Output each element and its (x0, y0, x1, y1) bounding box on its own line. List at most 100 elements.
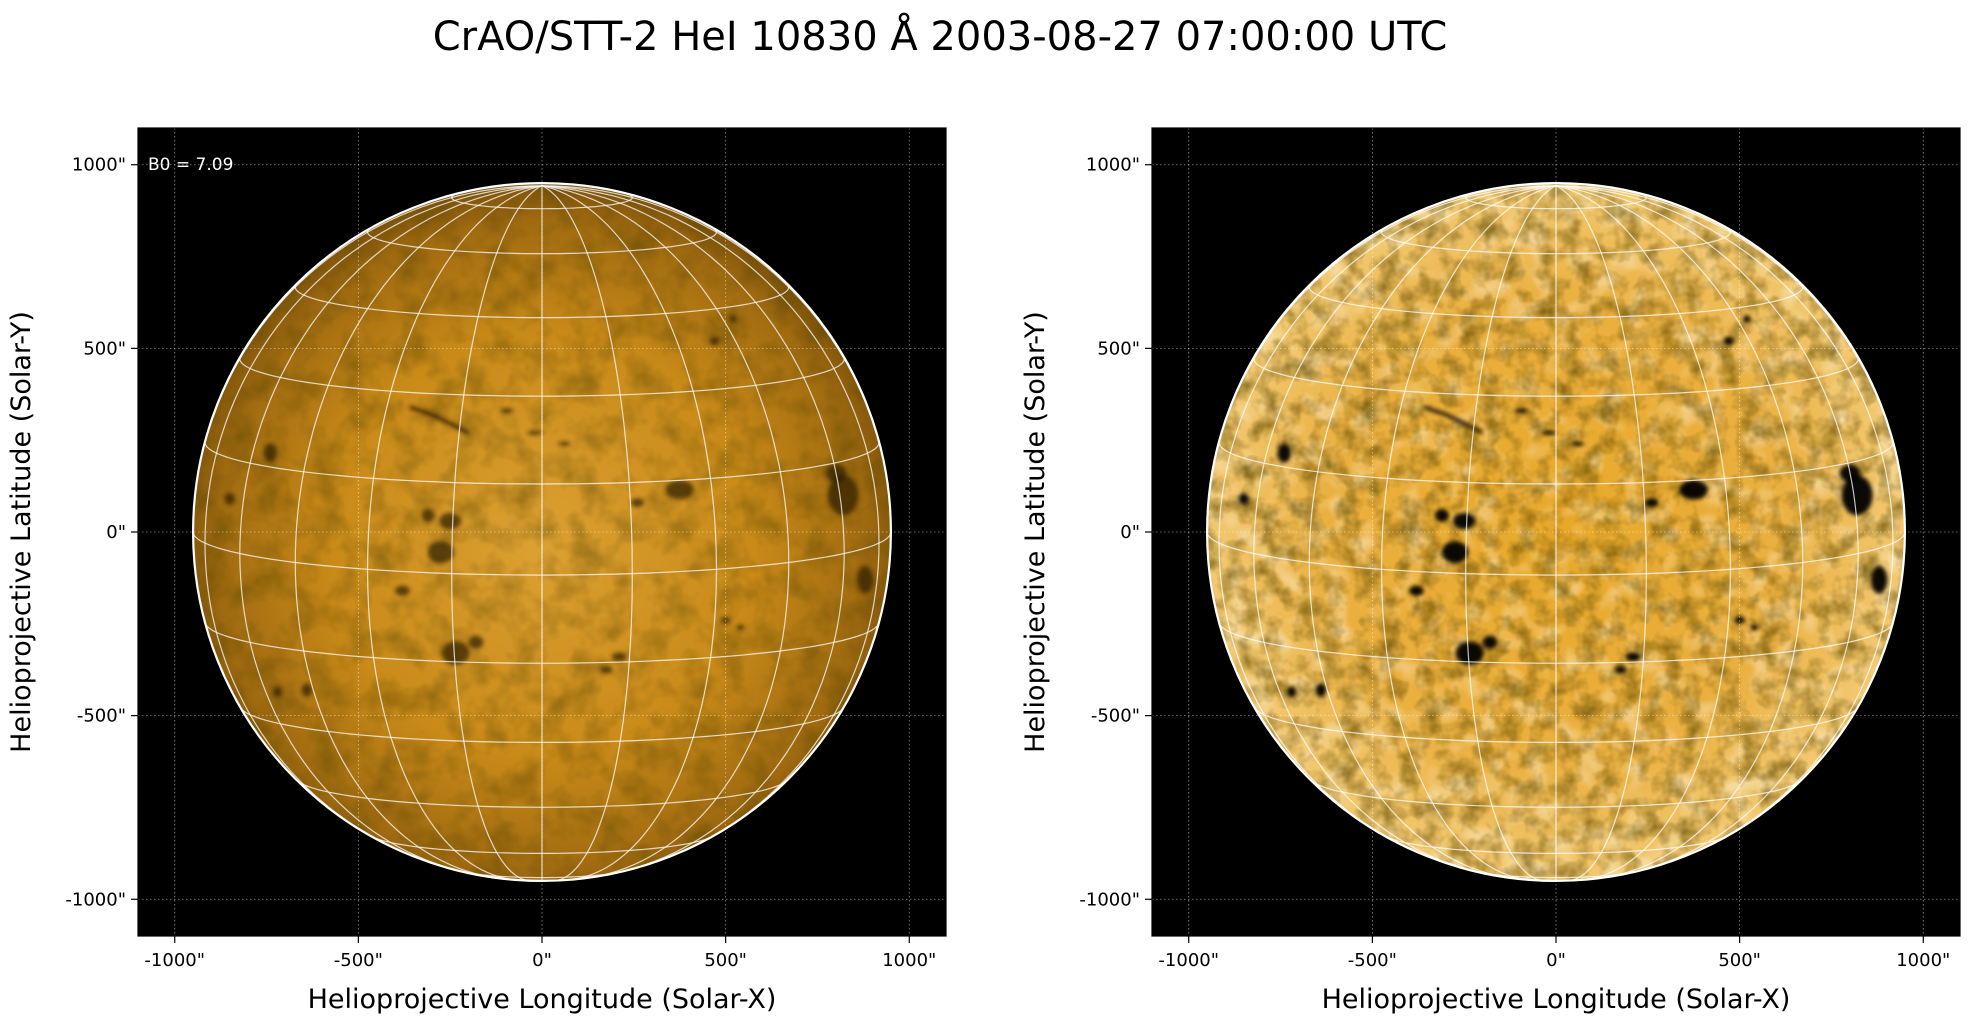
dark-feature (301, 683, 313, 697)
dark-feature (1541, 430, 1556, 436)
dark-feature (500, 408, 514, 414)
y-tick-label: 500" (1097, 338, 1140, 359)
grid-meridian (1308, 185, 1557, 879)
dark-feature (224, 493, 235, 505)
dark-feature (1287, 686, 1296, 697)
grid-parallel (463, 871, 621, 879)
dark-feature (1441, 541, 1469, 564)
dark-feature (441, 641, 470, 665)
dark-feature (1572, 441, 1584, 447)
dark-feature (709, 336, 720, 346)
x-axis-label: Helioprojective Longitude (Solar-X) (1322, 984, 1791, 1015)
dark-feature (1644, 498, 1659, 508)
dark-feature (1679, 480, 1708, 500)
grid-meridian (541, 185, 718, 881)
grid-parallel (204, 623, 880, 664)
x-tick-label: -1000" (144, 950, 205, 971)
dark-feature (558, 441, 570, 447)
dark-feature (1315, 683, 1327, 697)
dark-feature (527, 430, 542, 436)
x-tick-label: 1000" (1896, 950, 1950, 971)
dark-feature (273, 686, 282, 697)
dark-feature (1625, 652, 1641, 662)
dark-feature (1455, 641, 1484, 665)
panel-enhanced: -1000" -500" 0" 500" 1000" 1000" 500" 0" -500" -1… (1020, 127, 1961, 1015)
grid-parallel (1218, 623, 1894, 664)
grid-meridian (541, 185, 790, 879)
x-tick-label: 500" (704, 950, 747, 971)
grid-parallel (294, 283, 790, 319)
x-tick-label: -500" (334, 950, 383, 971)
y-tick-label: -1000" (65, 889, 126, 910)
filament (409, 405, 470, 435)
dark-feature (1277, 443, 1291, 463)
b0-annotation: B0 = 7.09 (148, 155, 233, 175)
y-tick-label: 1000" (72, 155, 126, 176)
grid-parallel (1255, 708, 1857, 743)
filament (1423, 405, 1484, 435)
y-tick-label: 500" (83, 338, 126, 359)
coordinate-gridlines (138, 128, 946, 936)
grid-meridian (1218, 185, 1557, 858)
y-axis-label: Helioprojective Latitude (Solar-Y) (1020, 311, 1051, 753)
dark-feature (729, 315, 737, 323)
grid-meridian (1555, 185, 1732, 881)
panel-original: -1000" -500" 0" 500" 1000" 1000" 500" 0" -500" -1… (6, 127, 947, 1015)
dark-feature (1871, 565, 1888, 594)
dark-feature (263, 443, 277, 463)
heliographic-grid (1207, 185, 1905, 881)
dark-feature (1514, 408, 1528, 414)
grid-meridian (541, 185, 633, 881)
grid-meridian (239, 185, 543, 876)
grid-parallel (241, 708, 843, 743)
y-tick-label: -1000" (1079, 889, 1140, 910)
y-tick-label: -500" (1091, 706, 1140, 727)
dark-feature (1238, 493, 1249, 505)
grid-parallel (1308, 283, 1804, 319)
grid-meridian (1465, 185, 1557, 881)
grid-meridian (366, 185, 543, 881)
y-tick-label: 0" (106, 522, 126, 543)
dark-feature (600, 666, 613, 674)
dark-feature (421, 508, 435, 523)
dark-feature (427, 541, 455, 564)
coordinate-gridlines (1152, 128, 1960, 936)
dark-feature (1453, 512, 1476, 530)
x-tick-label: 0" (1546, 950, 1566, 971)
axis-ticks: -1000" -500" 0" 500" 1000" 1000" 500" 0" -500" -1… (65, 155, 936, 971)
grid-parallel (1207, 531, 1905, 576)
dark-feature (1614, 666, 1627, 674)
dark-feature (1435, 508, 1449, 523)
grid-meridian (1555, 185, 1647, 881)
dark-feature (395, 585, 410, 596)
y-tick-label: 0" (1120, 522, 1140, 543)
dark-feature (611, 652, 627, 662)
x-tick-label: 1000" (882, 950, 936, 971)
dark-feature (736, 624, 744, 631)
grid-meridian (451, 185, 543, 881)
x-tick-label: 0" (532, 950, 552, 971)
grid-meridian (1253, 185, 1557, 876)
grid-meridian (1380, 185, 1557, 881)
grid-meridian (541, 185, 880, 858)
dark-feature (439, 512, 462, 530)
x-tick-label: 500" (1718, 950, 1761, 971)
y-tick-label: 1000" (1086, 155, 1140, 176)
axis-ticks: -1000" -500" 0" 500" 1000" 1000" 500" 0" -500" -1… (1079, 155, 1950, 971)
grid-parallel (297, 781, 787, 808)
grid-parallel (1311, 781, 1801, 808)
dark-feature (827, 475, 859, 516)
grid-parallel (193, 531, 891, 576)
grid-parallel (1477, 871, 1635, 879)
x-axis-label: Helioprojective Longitude (Solar-X) (308, 984, 777, 1015)
dark-feature (1841, 475, 1873, 516)
grid-meridian (1555, 185, 1859, 876)
dark-feature (665, 480, 694, 500)
y-tick-label: -500" (77, 706, 126, 727)
dark-feature (1743, 315, 1751, 323)
dark-features (1238, 315, 1888, 697)
dark-feature (630, 498, 645, 508)
grid-parallel (366, 227, 718, 255)
dark-feature (1723, 336, 1734, 346)
